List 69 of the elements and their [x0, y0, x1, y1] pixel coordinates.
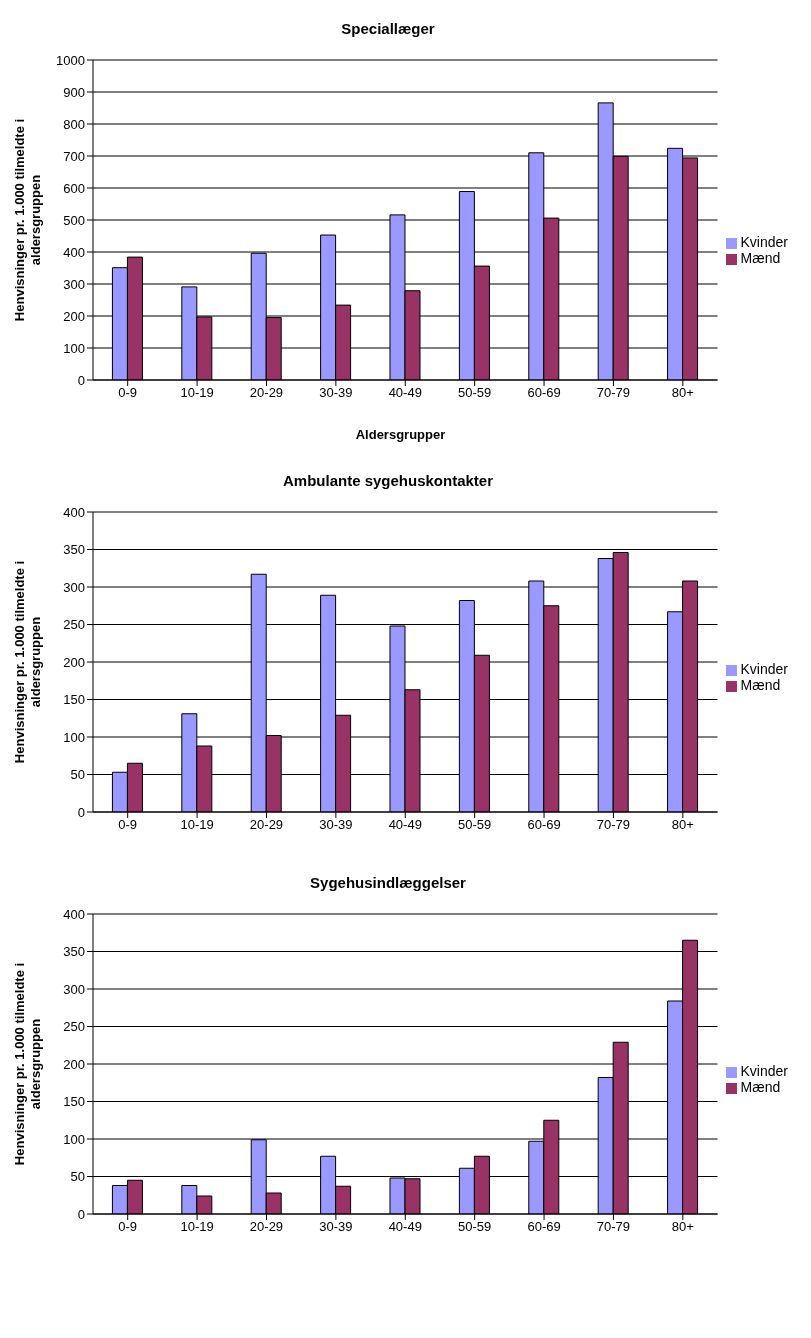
y-tick-label: 250	[63, 1019, 85, 1035]
y-tick-label: 400	[63, 244, 85, 260]
y-axis-title: Henvisninger pr. 1.000 tilmeldte i aldersgruppen	[12, 961, 44, 1168]
x-tick-label: 30-39	[319, 385, 353, 401]
x-axis-title: Aldersgrupper	[354, 427, 447, 442]
y-tick-label: 100	[63, 340, 85, 356]
x-tick-label: 40-49	[388, 817, 422, 833]
y-tick-label: 350	[63, 542, 85, 558]
y-tick-label: 200	[63, 1056, 85, 1072]
y-tick-label: 500	[63, 212, 85, 228]
x-tick-label: 10-19	[180, 817, 214, 833]
y-tick-label: 1000	[56, 52, 85, 68]
legend-label: Mænd	[740, 677, 781, 693]
y-tick-label: 250	[63, 617, 85, 633]
y-tick-label: 300	[63, 276, 85, 292]
x-tick-label: 0-9	[118, 817, 138, 833]
y-tick-label: 0	[77, 1206, 85, 1222]
x-tick-label: 40-49	[388, 385, 422, 401]
y-axis-title: Henvisninger pr. 1.000 tilmeldte i aldersgruppen	[12, 559, 44, 766]
y-tick-label: 400	[63, 504, 85, 520]
x-tick-label: 50-59	[458, 817, 492, 833]
y-tick-label: 0	[77, 372, 85, 388]
y-tick-label: 300	[63, 981, 85, 997]
x-tick-label: 80+	[671, 1219, 694, 1235]
y-tick-label: 100	[63, 1131, 85, 1147]
y-tick-label: 150	[63, 692, 85, 708]
x-tick-label: 60-69	[527, 1219, 561, 1235]
chart-title: Speciallæger	[340, 19, 436, 39]
y-tick-label: 800	[63, 116, 85, 132]
y-tick-label: 300	[63, 579, 85, 595]
x-tick-label: 60-69	[527, 817, 561, 833]
x-tick-label: 0-9	[118, 1219, 138, 1235]
y-tick-label: 900	[63, 84, 85, 100]
y-tick-label: 600	[63, 180, 85, 196]
x-tick-label: 10-19	[180, 385, 214, 401]
x-tick-label: 40-49	[388, 1219, 422, 1235]
y-tick-label: 0	[77, 804, 85, 820]
x-tick-label: 50-59	[458, 385, 492, 401]
x-tick-label: 50-59	[458, 1219, 492, 1235]
x-tick-label: 30-39	[319, 817, 353, 833]
legend-label: Mænd	[740, 250, 781, 266]
legend-label: Kvinder	[740, 661, 788, 677]
x-tick-label: 70-79	[596, 385, 631, 401]
x-tick-label: 20-29	[249, 385, 284, 401]
y-tick-label: 150	[63, 1094, 85, 1110]
y-axis-title: Henvisninger pr. 1.000 tilmeldte i aldersgruppen	[12, 117, 44, 324]
x-tick-label: 60-69	[527, 385, 561, 401]
x-tick-label: 20-29	[249, 1219, 284, 1235]
legend-label: Mænd	[740, 1079, 781, 1095]
x-tick-label: 0-9	[118, 385, 138, 401]
chart-title: Sygehusindlæggelser	[309, 873, 467, 893]
x-tick-label: 70-79	[596, 1219, 631, 1235]
chart-title: Ambulante sygehuskontakter	[281, 471, 495, 491]
y-tick-label: 700	[63, 148, 85, 164]
y-tick-label: 400	[63, 906, 85, 922]
legend-label: Kvinder	[740, 234, 788, 250]
x-tick-label: 80+	[671, 385, 694, 401]
y-tick-label: 100	[63, 729, 85, 745]
x-tick-label: 80+	[671, 817, 694, 833]
y-tick-label: 200	[63, 654, 85, 670]
x-tick-label: 20-29	[249, 817, 284, 833]
legend-label: Kvinder	[740, 1063, 788, 1079]
y-tick-label: 50	[70, 1169, 85, 1185]
x-tick-label: 30-39	[319, 1219, 353, 1235]
x-tick-label: 10-19	[180, 1219, 214, 1235]
x-tick-label: 70-79	[596, 817, 631, 833]
y-tick-label: 350	[63, 944, 85, 960]
y-tick-label: 50	[70, 767, 85, 783]
y-tick-label: 200	[63, 308, 85, 324]
